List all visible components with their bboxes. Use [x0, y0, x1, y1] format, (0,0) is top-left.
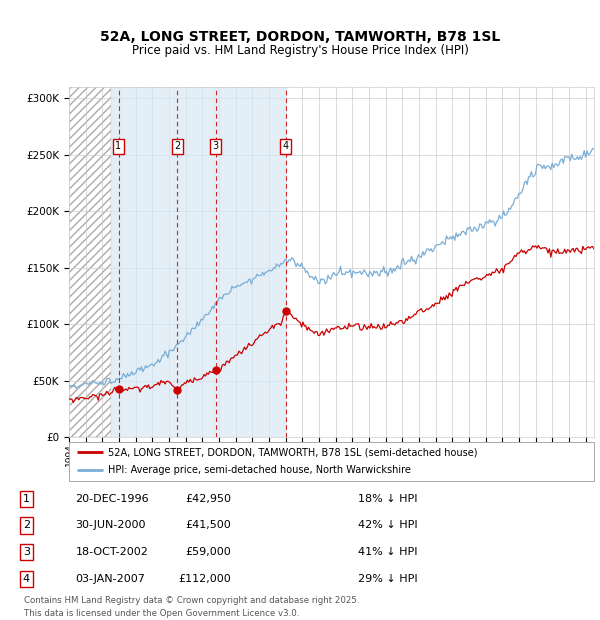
Text: £41,500: £41,500	[185, 520, 231, 531]
Text: 52A, LONG STREET, DORDON, TAMWORTH, B78 1SL: 52A, LONG STREET, DORDON, TAMWORTH, B78 …	[100, 30, 500, 44]
Text: 42% ↓ HPI: 42% ↓ HPI	[358, 520, 417, 531]
Text: £112,000: £112,000	[178, 574, 231, 584]
Bar	[69, 87, 110, 437]
Text: 2: 2	[174, 141, 181, 151]
Text: 3: 3	[212, 141, 219, 151]
Text: 41% ↓ HPI: 41% ↓ HPI	[358, 547, 417, 557]
Text: 1: 1	[115, 141, 122, 151]
Text: £59,000: £59,000	[185, 547, 231, 557]
Text: HPI: Average price, semi-detached house, North Warwickshire: HPI: Average price, semi-detached house,…	[109, 465, 411, 475]
Text: £42,950: £42,950	[185, 494, 231, 504]
Text: 4: 4	[23, 574, 30, 584]
Text: 03-JAN-2007: 03-JAN-2007	[76, 574, 145, 584]
Text: 18-OCT-2002: 18-OCT-2002	[76, 547, 148, 557]
Text: 18% ↓ HPI: 18% ↓ HPI	[358, 494, 417, 504]
Text: Contains HM Land Registry data © Crown copyright and database right 2025.
This d: Contains HM Land Registry data © Crown c…	[24, 596, 359, 618]
Text: Price paid vs. HM Land Registry's House Price Index (HPI): Price paid vs. HM Land Registry's House …	[131, 45, 469, 57]
Bar	[110, 87, 287, 437]
Text: 3: 3	[23, 547, 30, 557]
Text: 29% ↓ HPI: 29% ↓ HPI	[358, 574, 417, 584]
Text: 52A, LONG STREET, DORDON, TAMWORTH, B78 1SL (semi-detached house): 52A, LONG STREET, DORDON, TAMWORTH, B78 …	[109, 448, 478, 458]
Text: 20-DEC-1996: 20-DEC-1996	[76, 494, 149, 504]
Text: 2: 2	[23, 520, 30, 531]
Text: 4: 4	[283, 141, 289, 151]
Text: 30-JUN-2000: 30-JUN-2000	[76, 520, 146, 531]
Text: 1: 1	[23, 494, 30, 504]
